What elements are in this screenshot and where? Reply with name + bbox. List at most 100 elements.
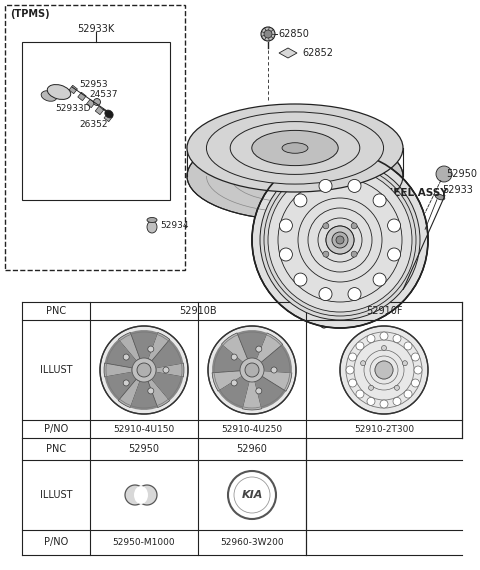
Bar bbox=[86, 99, 95, 108]
Polygon shape bbox=[105, 372, 136, 401]
Polygon shape bbox=[105, 339, 136, 368]
Polygon shape bbox=[152, 372, 183, 401]
Circle shape bbox=[123, 354, 129, 360]
Circle shape bbox=[326, 226, 354, 254]
Polygon shape bbox=[118, 379, 140, 408]
Circle shape bbox=[294, 273, 307, 286]
Text: 62852: 62852 bbox=[302, 48, 333, 58]
Bar bbox=[95, 106, 104, 115]
Text: PNC: PNC bbox=[46, 444, 66, 454]
Ellipse shape bbox=[435, 194, 445, 200]
Circle shape bbox=[264, 30, 272, 38]
Polygon shape bbox=[279, 48, 297, 58]
Ellipse shape bbox=[94, 99, 100, 105]
Text: 52960-3W200: 52960-3W200 bbox=[220, 538, 284, 547]
Circle shape bbox=[271, 367, 277, 373]
Circle shape bbox=[100, 326, 188, 414]
Circle shape bbox=[163, 367, 169, 373]
Circle shape bbox=[367, 335, 375, 343]
Ellipse shape bbox=[252, 131, 338, 166]
Circle shape bbox=[402, 361, 408, 366]
Circle shape bbox=[294, 194, 307, 207]
Circle shape bbox=[373, 194, 386, 207]
Bar bbox=[5, 5, 185, 270]
Text: 24537: 24537 bbox=[89, 90, 118, 99]
Circle shape bbox=[252, 152, 428, 328]
Circle shape bbox=[351, 223, 357, 229]
Text: PNC: PNC bbox=[46, 306, 66, 316]
Circle shape bbox=[346, 366, 354, 374]
Circle shape bbox=[382, 345, 386, 351]
Circle shape bbox=[348, 288, 361, 300]
Polygon shape bbox=[221, 333, 248, 363]
Circle shape bbox=[256, 388, 262, 394]
Circle shape bbox=[373, 273, 386, 286]
Circle shape bbox=[360, 361, 366, 366]
Text: 52910B: 52910B bbox=[179, 306, 217, 316]
Polygon shape bbox=[212, 344, 243, 373]
Circle shape bbox=[256, 346, 262, 352]
Ellipse shape bbox=[134, 486, 148, 504]
Polygon shape bbox=[104, 363, 132, 377]
Circle shape bbox=[268, 168, 412, 312]
Circle shape bbox=[336, 236, 344, 244]
Circle shape bbox=[367, 397, 375, 405]
Polygon shape bbox=[148, 379, 170, 408]
Bar bbox=[78, 92, 86, 101]
Polygon shape bbox=[130, 330, 158, 359]
Circle shape bbox=[436, 166, 452, 182]
Polygon shape bbox=[148, 332, 170, 361]
Text: 52933K: 52933K bbox=[77, 24, 115, 34]
Circle shape bbox=[380, 332, 388, 340]
Circle shape bbox=[348, 379, 357, 387]
Text: (TPMS): (TPMS) bbox=[10, 9, 49, 19]
Circle shape bbox=[132, 358, 156, 382]
Polygon shape bbox=[130, 381, 158, 410]
Text: ILLUST: ILLUST bbox=[40, 490, 72, 500]
Circle shape bbox=[404, 390, 412, 398]
Circle shape bbox=[319, 288, 332, 300]
Text: ILLUST: ILLUST bbox=[40, 365, 72, 375]
Circle shape bbox=[323, 223, 329, 229]
Circle shape bbox=[231, 380, 237, 386]
Text: 52960: 52960 bbox=[237, 444, 267, 454]
Circle shape bbox=[240, 358, 264, 382]
Text: 52950-M1000: 52950-M1000 bbox=[113, 538, 175, 547]
Circle shape bbox=[356, 390, 364, 398]
Text: 52933D: 52933D bbox=[55, 104, 91, 113]
Circle shape bbox=[137, 485, 157, 505]
Bar bbox=[69, 86, 77, 93]
Polygon shape bbox=[218, 376, 249, 409]
Circle shape bbox=[245, 363, 259, 377]
Circle shape bbox=[148, 388, 154, 394]
Text: 52953: 52953 bbox=[79, 80, 108, 89]
Circle shape bbox=[348, 180, 361, 193]
Text: 62850: 62850 bbox=[278, 29, 309, 39]
Circle shape bbox=[404, 342, 412, 350]
Polygon shape bbox=[242, 381, 262, 410]
Text: KIA: KIA bbox=[241, 490, 263, 500]
Text: 52910-2T300: 52910-2T300 bbox=[354, 425, 414, 434]
Circle shape bbox=[123, 380, 129, 386]
Circle shape bbox=[319, 180, 332, 193]
Circle shape bbox=[411, 353, 420, 361]
Circle shape bbox=[393, 335, 401, 343]
Ellipse shape bbox=[282, 142, 308, 153]
Ellipse shape bbox=[206, 112, 384, 184]
Ellipse shape bbox=[147, 221, 157, 233]
Ellipse shape bbox=[187, 132, 403, 220]
Polygon shape bbox=[261, 370, 292, 391]
Text: 52933: 52933 bbox=[442, 185, 473, 195]
Polygon shape bbox=[256, 333, 283, 363]
Text: 52950: 52950 bbox=[129, 444, 159, 454]
Circle shape bbox=[375, 361, 393, 379]
Ellipse shape bbox=[308, 152, 340, 328]
Circle shape bbox=[125, 485, 145, 505]
Circle shape bbox=[348, 353, 357, 361]
Polygon shape bbox=[212, 370, 243, 391]
Polygon shape bbox=[237, 330, 267, 360]
Polygon shape bbox=[156, 363, 184, 377]
Ellipse shape bbox=[230, 121, 360, 174]
Text: 52934: 52934 bbox=[160, 221, 189, 230]
Circle shape bbox=[231, 354, 237, 360]
